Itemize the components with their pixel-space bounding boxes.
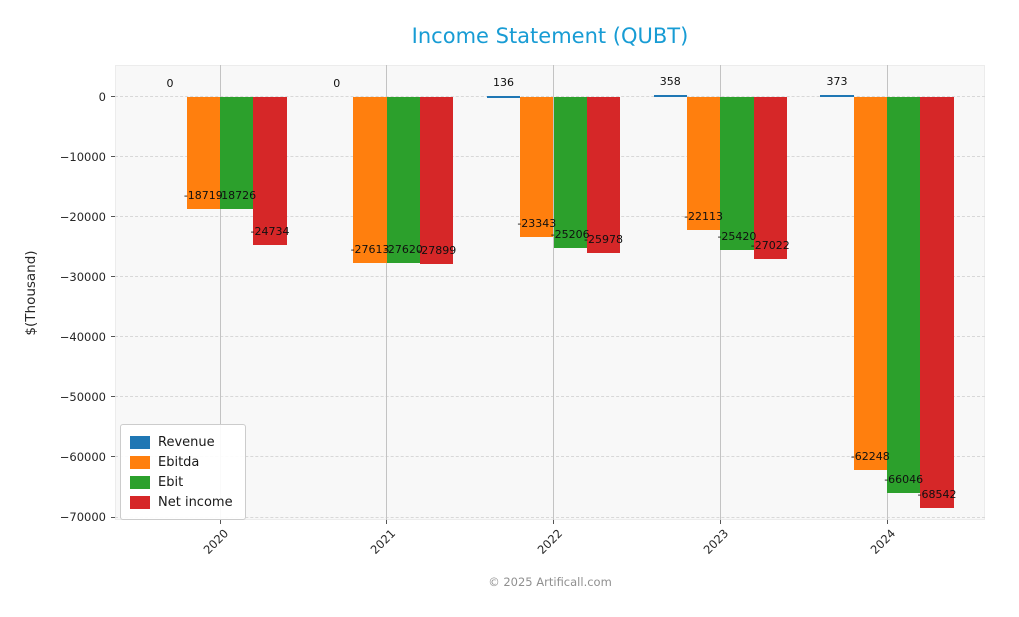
bar-value-label-ebit-2021: -27620: [383, 242, 423, 256]
legend-item-ebit: Ebit: [130, 472, 233, 492]
x-axis-tick: [719, 520, 721, 524]
bar-value-label-ebitda-2021: -27613: [350, 242, 390, 256]
y-axis-tick-label: −40000: [59, 329, 106, 344]
bar-net-income-2024: [920, 96, 954, 509]
bar-ebitda-2022: [520, 96, 554, 238]
bar-value-label-net-income-2020: -24734: [250, 225, 290, 239]
y-axis-tick-label: −20000: [59, 209, 106, 224]
bar-revenue-2023: [653, 94, 687, 97]
y-axis-tick: [111, 156, 115, 158]
bar-value-label-ebitda-2024: -62248: [850, 450, 890, 464]
x-axis-tick: [386, 520, 388, 524]
legend-swatch-revenue: [130, 435, 150, 449]
legend-swatch-ebit: [130, 475, 150, 489]
bar-value-label-net-income-2021: -27899: [417, 244, 457, 258]
y-axis-tick: [111, 276, 115, 278]
y-axis-tick-label: −10000: [59, 149, 106, 164]
gridline-y--40000: [115, 336, 985, 338]
x-axis-tick: [886, 520, 888, 524]
y-axis-tick-label: −30000: [59, 269, 106, 284]
bar-value-label-revenue-2021: 0: [333, 76, 341, 90]
y-axis-tick: [111, 216, 115, 218]
bar-ebit-2024: [887, 96, 921, 494]
bar-revenue-2022: [486, 96, 521, 98]
bar-net-income-2020: [253, 96, 287, 246]
bar-ebitda-2020: [186, 96, 220, 210]
y-axis-tick: [111, 336, 115, 338]
gridline-x-2020: [219, 65, 221, 520]
bar-net-income-2021: [420, 96, 454, 265]
bar-value-label-ebit-2020: -18726: [217, 189, 257, 203]
legend-label-net-income: Net income: [158, 494, 233, 510]
bar-ebit-2023: [720, 96, 754, 250]
bar-value-label-ebit-2023: -25420: [717, 229, 757, 243]
footer-credit: © 2025 Artificall.com: [488, 575, 612, 589]
bar-ebitda-2024: [853, 96, 887, 471]
bar-value-label-ebitda-2023: -22113: [684, 209, 724, 223]
bar-value-label-ebit-2024: -66046: [884, 473, 924, 487]
x-axis-tick: [553, 520, 554, 524]
bar-ebitda-2021: [353, 96, 387, 263]
bar-value-label-revenue-2020: 0: [166, 76, 174, 90]
bar-value-label-net-income-2023: -27022: [750, 239, 790, 253]
legend-swatch-net-income: [130, 495, 150, 509]
y-axis-tick: [111, 96, 115, 98]
y-axis-tick: [111, 396, 115, 398]
bar-value-label-net-income-2024: -68542: [917, 488, 957, 502]
y-axis-tick: [111, 516, 115, 518]
y-axis-tick-label: −50000: [59, 389, 106, 404]
x-axis-tick: [219, 520, 221, 524]
y-axis-label: $(Thousand): [23, 250, 39, 336]
gridline-y--30000: [115, 276, 985, 278]
bar-ebit-2021: [386, 96, 421, 263]
legend-item-ebitda: Ebitda: [130, 452, 233, 472]
legend-item-revenue: Revenue: [130, 432, 233, 452]
bar-value-label-net-income-2022: -25978: [584, 232, 623, 246]
bar-ebitda-2023: [686, 96, 721, 230]
bar-ebit-2020: [220, 96, 254, 210]
y-axis-tick: [111, 456, 115, 458]
legend-label-ebit: Ebit: [158, 474, 184, 490]
bar-value-label-revenue-2023: 358: [659, 74, 681, 88]
gridline-x-2022: [553, 65, 554, 520]
bar-value-label-revenue-2024: 373: [826, 74, 848, 88]
chart-title: Income Statement (QUBT): [411, 24, 689, 48]
legend: Revenue Ebitda Ebit Net income: [120, 424, 246, 520]
legend-label-ebitda: Ebitda: [158, 454, 200, 470]
bar-net-income-2022: [586, 96, 621, 253]
bar-revenue-2024: [820, 94, 854, 97]
gridline-x-2023: [719, 65, 721, 520]
legend-label-revenue: Revenue: [158, 434, 215, 450]
gridline-y--50000: [115, 396, 985, 398]
y-axis-tick-label: −70000: [59, 510, 106, 524]
legend-swatch-ebitda: [130, 455, 150, 469]
gridline-y--70000: [115, 516, 985, 518]
y-axis-tick-label: −60000: [59, 449, 106, 464]
gridline-y--60000: [115, 456, 985, 458]
legend-item-net-income: Net income: [130, 492, 233, 512]
bar-value-label-ebit-2022: -25206: [550, 228, 590, 242]
bar-value-label-revenue-2022: 136: [492, 76, 514, 90]
bar-net-income-2023: [753, 96, 787, 260]
gridline-x-2021: [386, 65, 388, 520]
bar-ebit-2022: [553, 96, 587, 249]
bar-value-label-ebitda-2020: -18719: [183, 189, 223, 203]
bar-value-label-ebitda-2022: -23343: [517, 217, 557, 231]
y-axis-tick-label: 0: [98, 89, 106, 104]
